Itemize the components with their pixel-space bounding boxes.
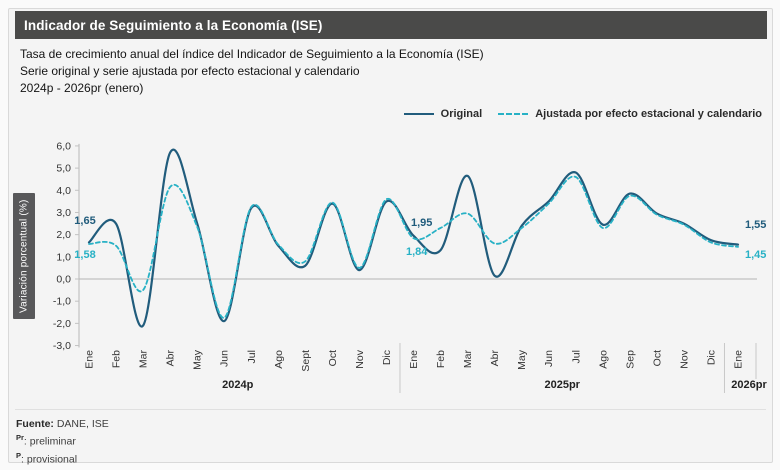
- month-tick-label: Oct: [327, 350, 339, 366]
- solid-line-swatch-icon: [403, 113, 434, 115]
- y-tick-label: 0,0: [56, 274, 71, 286]
- source-label: Fuente:: [16, 418, 54, 430]
- note2-superscript: P: [16, 450, 22, 460]
- y-tick-label: 5,0: [56, 163, 71, 175]
- note-preliminar: Pr: preliminar: [16, 431, 109, 449]
- y-tick-label: -2,0: [53, 318, 71, 330]
- source-line: Fuente: DANE, ISE: [16, 417, 109, 431]
- series-line-ajustada: [88, 175, 739, 319]
- year-label: 2025pr: [544, 379, 580, 391]
- month-tick-label: Sept: [300, 350, 312, 372]
- month-tick-label: Jul: [246, 350, 258, 363]
- month-tick-label: Ene: [84, 350, 96, 369]
- chart-subtitle: Tasa de crecimiento anual del índice del…: [20, 46, 484, 97]
- month-tick-label: Jul: [570, 350, 582, 363]
- legend-ajustada-label: Ajustada por efecto estacional y calenda…: [535, 108, 762, 120]
- data-label-original: 1,95: [411, 217, 432, 229]
- data-label-original: 1,65: [74, 215, 95, 227]
- page-title: Indicador de Seguimiento a la Economía (…: [24, 17, 323, 33]
- month-tick-label: Dic: [381, 350, 393, 365]
- month-tick-label: Feb: [435, 350, 447, 368]
- month-tick-label: Jun: [219, 350, 231, 367]
- month-tick-label: Mar: [462, 350, 474, 369]
- month-tick-label: Dic: [705, 350, 717, 365]
- note1-superscript: Pr: [16, 433, 24, 442]
- y-tick-label: -3,0: [53, 340, 71, 352]
- month-tick-label: Mar: [138, 350, 150, 369]
- source-value: DANE, ISE: [53, 418, 109, 430]
- month-tick-label: Ene: [408, 350, 420, 369]
- chart-legend: Original Ajustada por efecto estacional …: [403, 108, 762, 120]
- year-label: 2024p: [222, 379, 253, 391]
- month-tick-label: Oct: [651, 350, 663, 366]
- y-axis: 6,0 5,0 4,0 3,0 2,0 1,0 0,0 -1,0 -2,0 -3,0: [53, 140, 80, 352]
- month-tick-label: Feb: [111, 350, 123, 368]
- point-value-labels: 1,65 1,58 1,95 1,84 1,55 1,45: [74, 215, 766, 261]
- month-tick-label: May: [516, 349, 528, 370]
- y-tick-label: 3,0: [56, 207, 71, 219]
- title-bar: Indicador de Seguimiento a la Economía (…: [15, 11, 767, 39]
- legend-item-original: Original: [403, 108, 483, 120]
- y-tick-label: 2,0: [56, 229, 71, 241]
- month-tick-label: Sep: [624, 350, 636, 369]
- y-tick-label: 6,0: [56, 140, 71, 152]
- legend-item-ajustada: Ajustada por efecto estacional y calenda…: [498, 108, 762, 120]
- note1-text: : preliminar: [23, 435, 76, 448]
- month-tick-label: Abr: [165, 350, 177, 367]
- footer-divider: [15, 409, 766, 410]
- legend-original-label: Original: [440, 108, 483, 120]
- data-label-ajustada: 1,58: [74, 249, 95, 261]
- month-tick-label: Nov: [678, 349, 690, 368]
- month-tick-label: Nov: [354, 349, 366, 368]
- year-label: 2026pr: [731, 379, 767, 391]
- note2-text: : provisional: [21, 453, 78, 465]
- data-label-ajustada: 1,84: [406, 246, 428, 258]
- month-tick-label: May: [192, 349, 204, 370]
- subtitle-line-3: 2024p - 2026pr (enero): [20, 81, 144, 95]
- month-tick-label: Ago: [273, 350, 285, 369]
- x-axis-months: Ene Feb Mar Abr May Jun Jul Ago Sept Oct Nov Dic Ene…: [84, 349, 745, 371]
- dashed-line-swatch-icon: [498, 113, 529, 115]
- month-tick-label: Ene: [733, 350, 745, 369]
- y-tick-label: -1,0: [53, 296, 71, 308]
- subtitle-line-1: Tasa de crecimiento anual del índice del…: [20, 47, 484, 61]
- y-tick-label: 4,0: [56, 185, 71, 197]
- month-tick-label: Jun: [543, 350, 555, 367]
- source-notes: Fuente: DANE, ISE Pr: preliminar P: prov…: [16, 417, 109, 466]
- card-background: Indicador de Seguimiento a la Economía (…: [8, 8, 773, 466]
- plot-area: 6,0 5,0 4,0 3,0 2,0 1,0 0,0 -1,0 -2,0 -3,0 2024p 20…: [9, 131, 772, 409]
- series-line-original: [87, 148, 740, 328]
- data-label-original: 1,55: [745, 219, 766, 231]
- x-axis-years: 2024p 2025pr 2026pr: [222, 343, 767, 393]
- y-tick-label: 1,0: [56, 251, 71, 263]
- month-tick-label: Abr: [489, 350, 501, 367]
- subtitle-line-2: Serie original y serie ajustada por efec…: [20, 64, 360, 78]
- note-provisional: P: provisional: [16, 449, 109, 467]
- data-label-ajustada: 1,45: [745, 249, 766, 261]
- month-tick-label: Ago: [597, 350, 609, 369]
